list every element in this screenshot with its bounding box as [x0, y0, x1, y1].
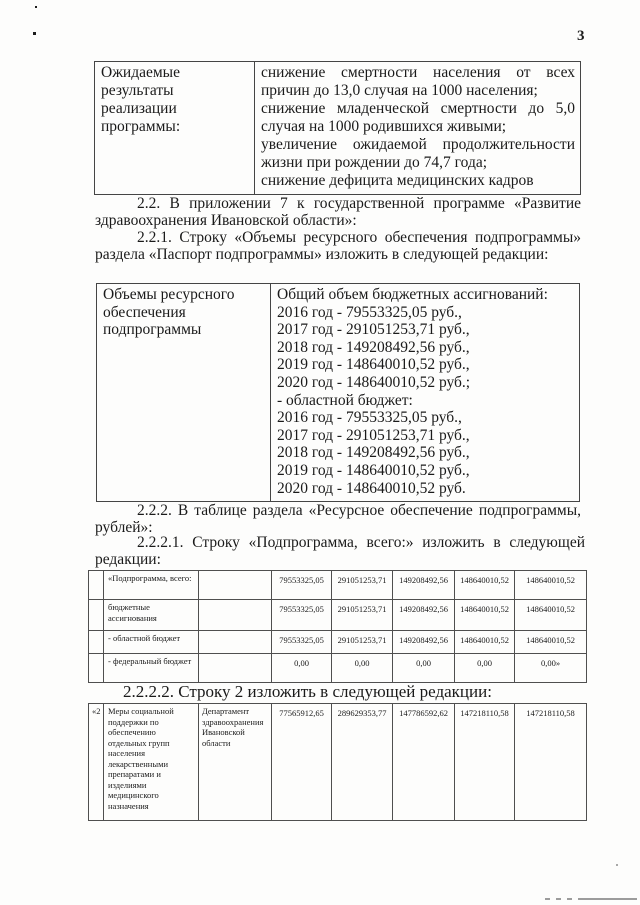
scan-artifact-dashes [545, 898, 577, 900]
row-name-cell: «Подпрограмма, всего: [103, 570, 199, 600]
resources-line: 2016 год - 79553325,05 руб., [277, 303, 462, 321]
scan-artifact-dot [33, 32, 36, 35]
row-name-cell: - областной бюджет [103, 630, 199, 654]
value-cell: 148640010,52 [514, 570, 587, 600]
resources-line: 2020 год - 148640010,52 руб.; [277, 373, 471, 391]
value-cell: 147218110,58 [454, 703, 515, 821]
executor-cell [198, 599, 272, 631]
executor-cell: Департамент здравоохранения Ивановской о… [198, 703, 272, 821]
expected-result-item: снижение смертности населения от всех пр… [261, 64, 575, 99]
value-cell: 0,00 [454, 653, 515, 683]
paragraph-2-2: 2.2. В приложении 7 к государственной пр… [95, 195, 581, 229]
value-cell: 148640010,52 [454, 570, 515, 600]
resources-line: 2019 год - 148640010,52 руб., [277, 461, 470, 479]
paragraph-2-2-2-1: 2.2.2.1. Строку «Подпрограмма, всего:» и… [95, 534, 585, 568]
resources-line: Общий объем бюджетных ассигнований: [277, 286, 548, 303]
expected-result-item: снижение дефицита медицинских кадров [261, 172, 534, 189]
value-cell: 149208492,56 [392, 599, 455, 631]
expected-result-item: снижение младенческой смертности до 5,0 … [261, 100, 575, 135]
table-row: - федеральный бюджет 0,00 0,00 0,00 0,00… [88, 653, 587, 683]
value-cell: 148640010,52 [514, 630, 587, 654]
value-cell: 77565912,65 [271, 703, 332, 821]
value-cell: 147218110,58 [514, 703, 587, 821]
table-row: - областной бюджет 79553325,05 291051253… [88, 630, 587, 654]
value-cell: 291051253,71 [331, 570, 393, 600]
value-cell: 0,00» [514, 653, 587, 683]
value-cell: 149208492,56 [392, 570, 455, 600]
executor-cell [198, 570, 272, 600]
value-cell: 79553325,05 [271, 630, 332, 654]
resources-line: 2018 год - 149208492,56 руб., [277, 444, 470, 462]
value-cell: 148640010,52 [514, 599, 587, 631]
row-number-cell [88, 630, 104, 654]
expected-result-item: увеличение ожидаемой продолжительности ж… [261, 136, 575, 171]
resources-line: - областной бюджет: [277, 391, 413, 409]
row-number-cell [88, 653, 104, 683]
value-cell: 0,00 [271, 653, 332, 683]
subprogram-totals-table: «Подпрограмма, всего: 79553325,05 291051… [88, 570, 587, 683]
value-cell: 147786592,62 [392, 703, 455, 821]
paragraph-2-2-2: 2.2.2. В таблице раздела «Ресурсное обес… [95, 502, 581, 536]
row-number-cell [88, 599, 104, 631]
row-name-cell: бюджетные ассигнования [103, 599, 199, 631]
resources-line: 2019 год - 148640010,52 руб., [277, 356, 470, 374]
expected-results-value: снижение смертности населения от всех пр… [254, 61, 581, 195]
value-cell: 148640010,52 [454, 630, 515, 654]
value-cell: 148640010,52 [454, 599, 515, 631]
expected-results-table: Ожидаемые результаты реализации программ… [94, 61, 581, 195]
paragraph-2-2-2-2: 2.2.2.2. Строку 2 изложить в следующей р… [123, 682, 492, 701]
row-number-cell: «2 [88, 703, 104, 821]
row-name-cell: Меры социальной поддержки по обеспечению… [103, 703, 199, 821]
resources-label: Объемы ресурсного обеспечения подпрограм… [96, 282, 271, 503]
table-row: «Подпрограмма, всего: 79553325,05 291051… [88, 570, 587, 600]
expected-results-label: Ожидаемые результаты реализации программ… [94, 61, 255, 195]
value-cell: 291051253,71 [331, 630, 393, 654]
scan-artifact-dot [35, 6, 37, 8]
row-2-table: «2 Меры социальной поддержки по обеспече… [88, 703, 587, 821]
value-cell: 0,00 [392, 653, 455, 683]
scan-artifact-line [578, 898, 637, 900]
value-cell: 79553325,05 [271, 570, 332, 600]
value-cell: 0,00 [331, 653, 393, 683]
scan-artifact-dot [616, 864, 618, 866]
table-row: Ожидаемые результаты реализации программ… [94, 61, 581, 195]
row-number-cell [88, 570, 104, 600]
resources-line: 2016 год - 79553325,05 руб., [277, 409, 462, 427]
value-cell: 149208492,56 [392, 630, 455, 654]
resources-value: Общий объем бюджетных ассигнований: 2016… [270, 282, 580, 503]
executor-cell [198, 653, 272, 683]
value-cell: 79553325,05 [271, 599, 332, 631]
table-row: «2 Меры социальной поддержки по обеспече… [88, 703, 587, 821]
table-row: бюджетные ассигнования 79553325,05 29105… [88, 599, 587, 631]
resources-line: 2017 год - 291051253,71 руб., [277, 426, 470, 444]
resources-line: 2017 год - 291051253,71 руб., [277, 321, 470, 339]
resources-line: 2020 год - 148640010,52 руб. [277, 479, 466, 497]
paragraph-2-2-1: 2.2.1. Строку «Объемы ресурсного обеспеч… [95, 229, 581, 263]
value-cell: 289629353,77 [331, 703, 393, 821]
page-number: 3 [577, 28, 585, 44]
value-cell: 291051253,71 [331, 599, 393, 631]
resources-table: Объемы ресурсного обеспечения подпрограм… [96, 282, 580, 503]
resources-line: 2018 год - 149208492,56 руб., [277, 338, 470, 356]
row-name-cell: - федеральный бюджет [103, 653, 199, 683]
table-row: Объемы ресурсного обеспечения подпрограм… [96, 282, 580, 503]
executor-cell [198, 630, 272, 654]
